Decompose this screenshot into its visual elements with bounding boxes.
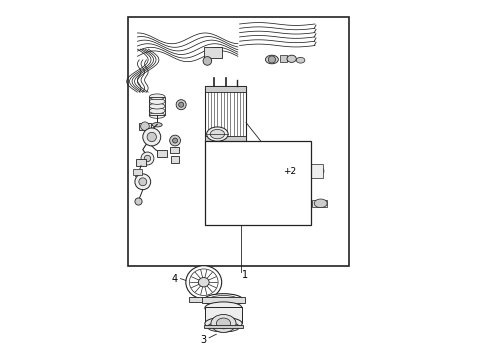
Ellipse shape [308,166,324,176]
Bar [207,142,309,171]
Bar [202,297,245,303]
Circle shape [141,152,154,165]
Text: 1: 1 [242,270,248,280]
Ellipse shape [149,108,165,114]
Bar [205,140,311,225]
Bar [204,47,221,58]
Circle shape [135,198,142,205]
Bar [205,307,242,323]
Ellipse shape [186,266,221,299]
Ellipse shape [211,315,236,332]
Circle shape [170,135,180,146]
Bar [157,150,167,157]
Bar [136,159,147,166]
Ellipse shape [216,318,231,329]
Bar [256,147,309,223]
Bar [133,169,142,175]
Circle shape [139,178,147,186]
Circle shape [203,57,212,65]
Ellipse shape [208,296,239,305]
Bar [149,97,165,116]
Circle shape [144,155,151,162]
Bar [205,136,246,141]
Ellipse shape [204,294,243,307]
Ellipse shape [205,318,242,329]
Bar [170,147,179,153]
Ellipse shape [207,322,240,332]
Ellipse shape [287,55,296,62]
Ellipse shape [314,199,327,208]
Ellipse shape [296,57,305,63]
Ellipse shape [312,168,320,174]
Ellipse shape [207,127,228,141]
Ellipse shape [149,94,165,100]
Text: +2: +2 [283,167,296,176]
Bar [204,324,243,328]
Text: 4: 4 [172,274,178,284]
Bar [205,86,246,141]
Bar [128,17,349,266]
Bar [311,164,323,178]
Bar [205,86,246,93]
Ellipse shape [205,302,242,314]
Bar [313,200,327,207]
Bar [172,156,179,163]
Bar [205,179,252,225]
Circle shape [147,132,156,141]
Ellipse shape [152,123,162,127]
Circle shape [141,122,149,131]
Ellipse shape [266,55,278,64]
Circle shape [135,174,151,190]
Ellipse shape [149,99,165,104]
Ellipse shape [149,103,165,109]
Text: 3: 3 [201,334,207,345]
Circle shape [269,56,275,63]
Circle shape [176,100,186,110]
Bar [280,55,287,62]
Ellipse shape [210,130,224,139]
Bar [190,297,218,302]
Circle shape [172,138,177,143]
Ellipse shape [198,278,209,287]
Circle shape [179,102,184,107]
Ellipse shape [149,113,165,118]
Circle shape [143,128,161,146]
Bar [139,123,151,130]
